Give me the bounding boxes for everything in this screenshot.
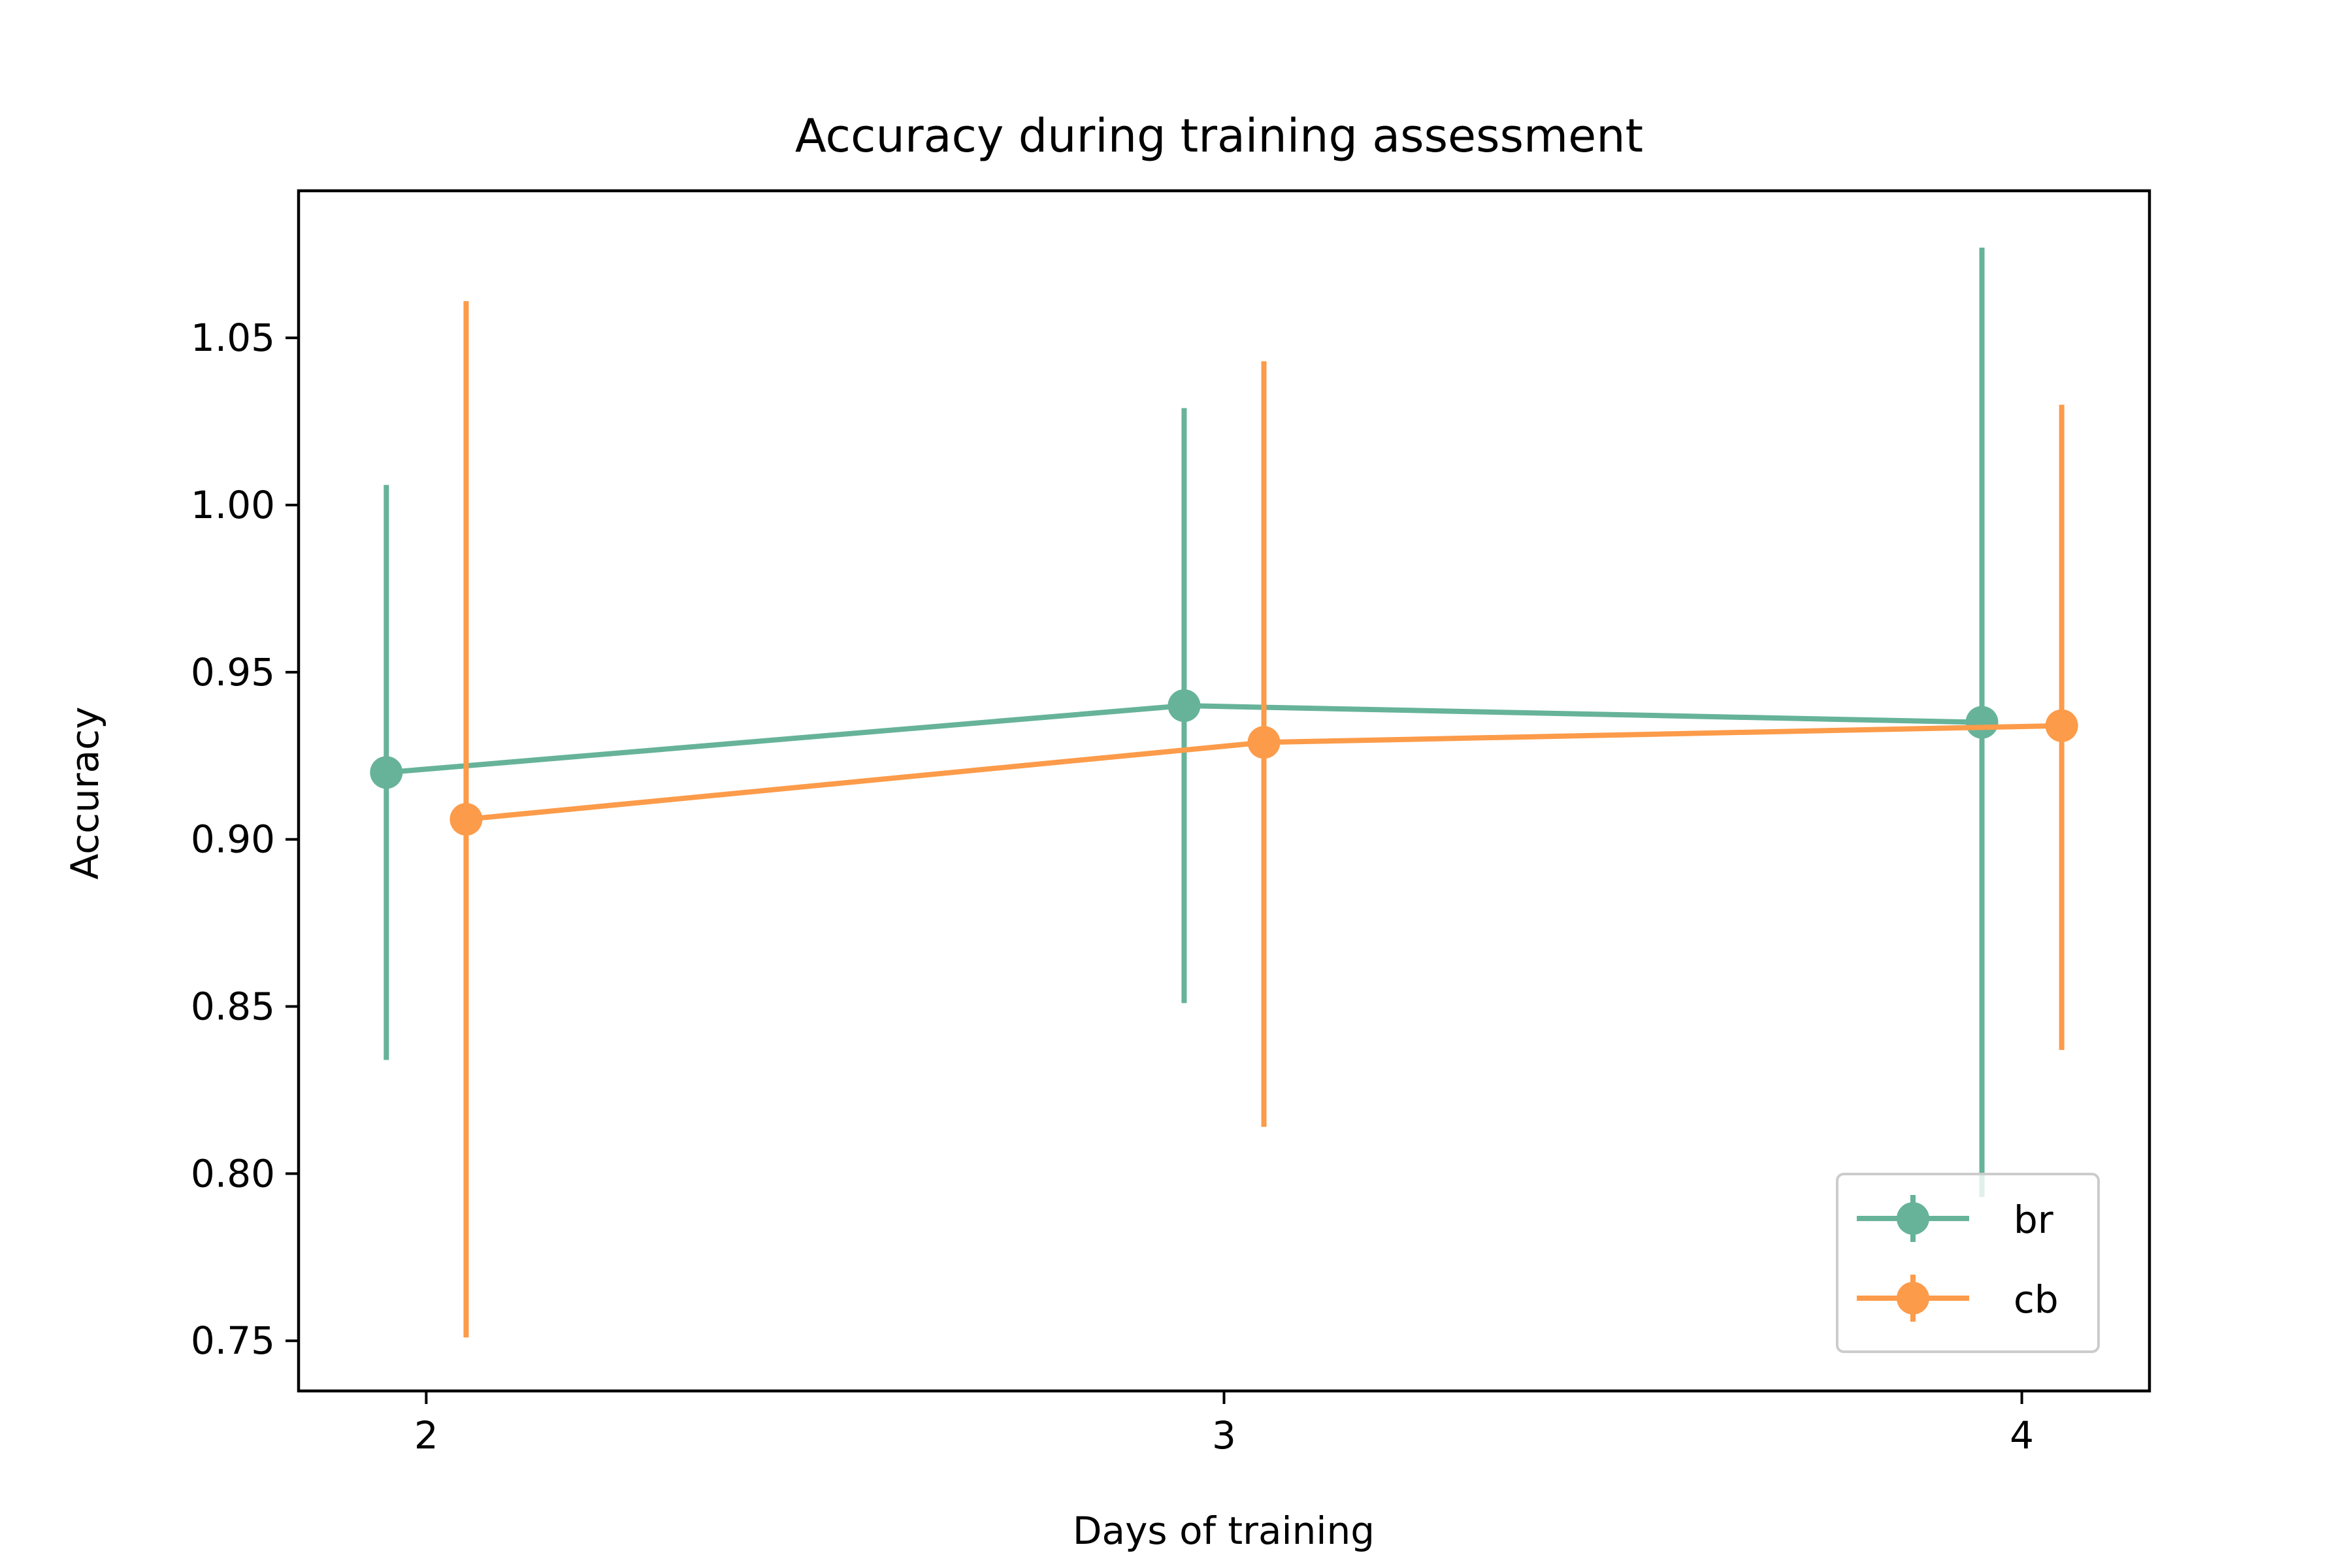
x-tick-label-3: 3: [1212, 1413, 1236, 1458]
y-tick-label-0.75: 0.75: [191, 1318, 275, 1363]
x-tick-label-4: 4: [2010, 1413, 2034, 1458]
legend-marker-cb: [1897, 1282, 1929, 1315]
legend-label-cb: cb: [2014, 1277, 2059, 1322]
data-point-br-1: [370, 756, 403, 789]
series-cb: [449, 301, 2078, 1338]
legend-box: [1836, 1173, 2100, 1353]
y-axis-label: Accuracy: [63, 707, 107, 880]
y-tick-label-0.80: 0.80: [191, 1151, 275, 1196]
plot-area: [297, 189, 2151, 1393]
data-point-cb-1: [449, 802, 483, 836]
y-tick-label-0.85: 0.85: [191, 985, 275, 1029]
x-axis-label: Days of training: [1073, 1509, 1375, 1553]
data-point-br-3: [1965, 706, 1999, 739]
legend-entry-cb: cb: [1857, 1275, 2059, 1322]
legend-entry-br: br: [1857, 1195, 2053, 1242]
y-tick-label-0.95: 0.95: [191, 650, 275, 694]
legend-marker-br: [1897, 1202, 1929, 1235]
y-tick-label-1.05: 1.05: [191, 316, 275, 360]
y-tick-label-1.00: 1.00: [191, 483, 275, 527]
data-point-cb-3: [2045, 709, 2078, 742]
x-axis: 2 3 4: [414, 1391, 2034, 1458]
data-point-br-2: [1168, 689, 1201, 723]
legend-label-br: br: [2014, 1198, 2053, 1242]
legend: br cb: [1836, 1173, 2100, 1353]
data-point-cb-2: [1247, 726, 1281, 759]
y-tick-label-0.90: 0.90: [191, 817, 275, 862]
y-axis: 0.75 0.80 0.85 0.90 0.95 1.00 1.05: [191, 316, 299, 1363]
x-tick-label-2: 2: [414, 1413, 438, 1458]
series-br: [370, 247, 1999, 1198]
chart-title: Accuracy during training assessment: [795, 109, 1643, 163]
